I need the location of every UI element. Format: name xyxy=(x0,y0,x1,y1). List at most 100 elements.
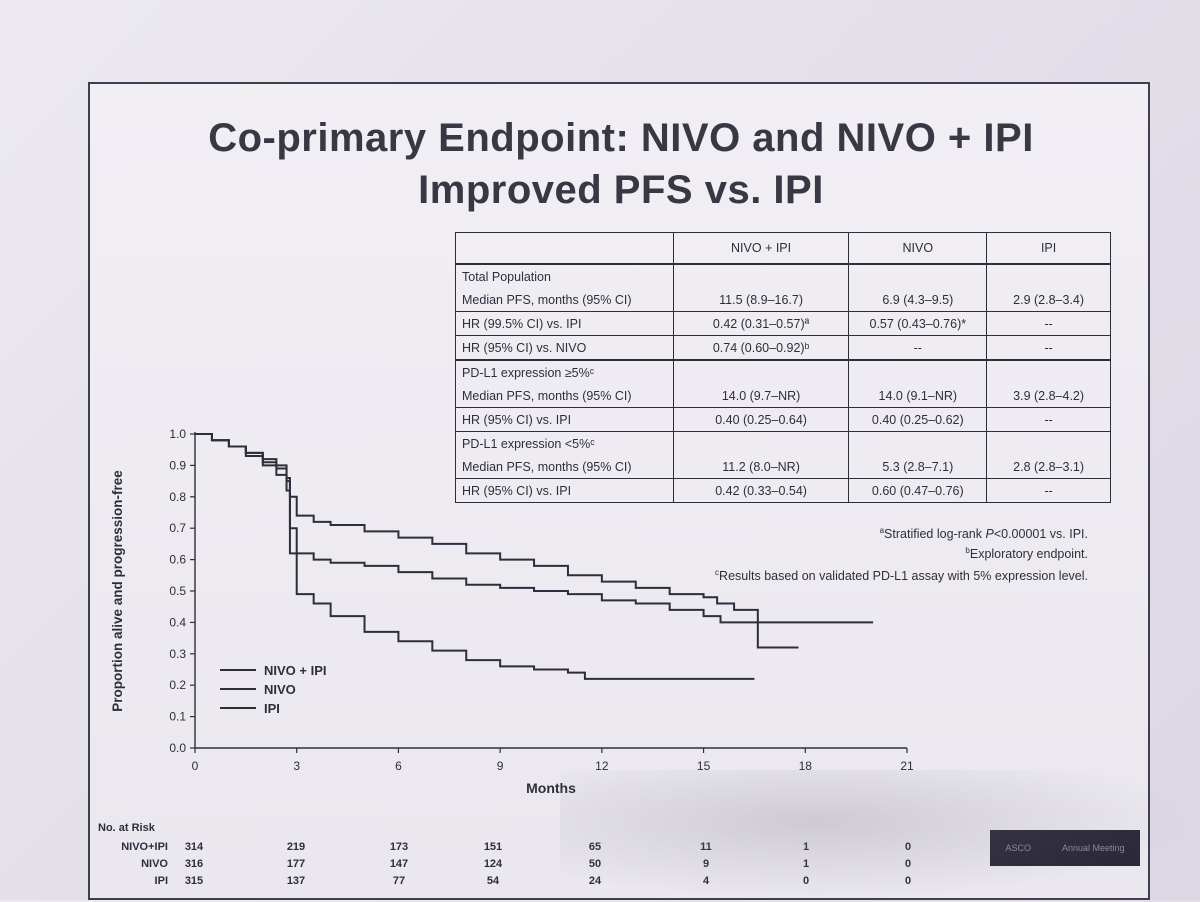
risk-value: 124 xyxy=(483,858,503,870)
row-label: PD-L1 expression <5%ᶜ xyxy=(455,431,674,455)
cell xyxy=(672,359,850,384)
title-line-1: Co-primary Endpoint: NIVO and NIVO + IPI xyxy=(208,116,1034,160)
risk-value: 4 xyxy=(702,875,710,887)
y-tick-label: 0.2 xyxy=(169,678,186,692)
risk-value: 147 xyxy=(389,858,409,870)
x-axis-label: Months xyxy=(526,780,576,796)
y-tick-label: 1.0 xyxy=(169,427,186,441)
row-label: HR (95% CI) vs. NIVO xyxy=(455,335,674,361)
risk-value: 177 xyxy=(286,858,306,870)
risk-value: 316 xyxy=(184,858,204,870)
risk-value: 0 xyxy=(904,841,912,853)
y-tick-label: 0.8 xyxy=(169,490,186,504)
cell xyxy=(848,359,988,384)
legend-label: IPI xyxy=(264,701,280,716)
risk-value: 315 xyxy=(184,875,204,887)
cell: 0.40 (0.25–0.64) xyxy=(672,407,850,432)
km-chart: 0.0 0.1 0.2 0.3 0.4 0.5 0.6 0.7 0.8 0.9 1.0 0 3 6 9 12 1… xyxy=(110,427,914,796)
table-row: HR (95% CI) vs. IPI 0.40 (0.25–0.64) 0.4… xyxy=(455,407,1111,432)
cell xyxy=(986,359,1111,384)
risk-value: 65 xyxy=(588,841,602,853)
row-label: Total Population xyxy=(455,263,674,288)
x-tick-label: 12 xyxy=(595,759,609,773)
table-row: HR (95% CI) vs. NIVO 0.74 (0.60–0.92)ᵇ -… xyxy=(455,335,1111,361)
cell: -- xyxy=(986,311,1111,336)
cell: 6.9 (4.3–9.5) xyxy=(848,288,988,312)
footnote-b: bExploratory endpoint. xyxy=(965,546,1088,562)
cell: 0.40 (0.25–0.62) xyxy=(848,407,988,432)
x-tick-label: 9 xyxy=(497,759,504,773)
table-row: PD-L1 expression ≥5%ᶜ xyxy=(455,359,1111,384)
risk-value: 151 xyxy=(483,841,503,853)
y-tick-label: 0.5 xyxy=(169,584,186,598)
risk-value: 137 xyxy=(286,875,306,887)
km-curve-ipi xyxy=(195,433,755,680)
row-label: PD-L1 expression ≥5%ᶜ xyxy=(455,359,674,384)
risk-value: 11 xyxy=(700,841,712,853)
title-line-2: Improved PFS vs. IPI xyxy=(418,168,824,212)
risk-row-label: IPI xyxy=(154,875,168,887)
table-row: PD-L1 expression <5%ᶜ xyxy=(455,431,1111,455)
meeting-logo: ASCO Annual Meeting xyxy=(990,830,1140,866)
slide: Co-primary Endpoint: NIVO and NIVO + IPI… xyxy=(88,82,1150,900)
risk-value: 173 xyxy=(389,841,409,853)
risk-header: No. at Risk xyxy=(98,822,155,834)
risk-value: 54 xyxy=(486,875,500,887)
cell: 0.42 (0.33–0.54) xyxy=(672,478,850,503)
logo-text: ASCO xyxy=(1005,843,1031,853)
legend-label: NIVO xyxy=(264,682,296,697)
cell: 0.60 (0.47–0.76) xyxy=(848,478,988,503)
cell: 0.57 (0.43–0.76)* xyxy=(848,311,988,336)
logo-subtext: Annual Meeting xyxy=(1061,843,1125,853)
x-tick-label: 6 xyxy=(395,759,402,773)
cell: 0.42 (0.31–0.57)ª xyxy=(672,311,850,336)
y-tick-label: 0.1 xyxy=(169,710,186,724)
risk-value: 0 xyxy=(802,875,810,887)
risk-value: 1 xyxy=(802,858,810,870)
risk-value: 314 xyxy=(184,841,204,853)
cell xyxy=(986,263,1111,288)
y-tick-label: 0.9 xyxy=(169,458,186,472)
legend-label: NIVO + IPI xyxy=(264,663,327,678)
y-tick-label: 0.4 xyxy=(169,615,186,629)
row-label: HR (99.5% CI) vs. IPI xyxy=(455,311,674,336)
header-nivo: NIVO xyxy=(848,232,988,265)
x-tick-label: 0 xyxy=(192,759,199,773)
cell: -- xyxy=(986,407,1111,432)
row-label: Median PFS, months (95% CI) xyxy=(455,384,674,408)
pfs-table: NIVO + IPI NIVO IPI Total Population Med… xyxy=(455,232,1111,503)
risk-value: 9 xyxy=(702,858,710,870)
header-cell xyxy=(455,232,674,265)
risk-value: 0 xyxy=(904,858,912,870)
table-row: Median PFS, months (95% CI) 11.5 (8.9–16… xyxy=(455,288,1111,312)
x-tick-label: 3 xyxy=(293,759,300,773)
risk-value: 24 xyxy=(588,875,602,887)
footnote-a: aStratified log-rank P<0.00001 vs. IPI. xyxy=(879,526,1088,542)
y-axis-label: Proportion alive and progression-free xyxy=(110,470,125,712)
cell: -- xyxy=(986,478,1111,503)
risk-value: 219 xyxy=(286,841,306,853)
cell: -- xyxy=(848,335,988,361)
x-tick-label: 18 xyxy=(799,759,813,773)
cell: -- xyxy=(986,335,1111,361)
x-tick-label: 15 xyxy=(697,759,711,773)
cell xyxy=(672,263,850,288)
table-row: HR (99.5% CI) vs. IPI 0.42 (0.31–0.57)ª … xyxy=(455,311,1111,336)
y-tick-label: 0.7 xyxy=(169,521,186,535)
risk-value: 1 xyxy=(802,841,810,853)
risk-value: 0 xyxy=(904,875,912,887)
y-tick-label: 0.3 xyxy=(169,647,186,661)
cell: 0.74 (0.60–0.92)ᵇ xyxy=(672,335,850,361)
row-label: HR (95% CI) vs. IPI xyxy=(455,478,674,503)
cell: 14.0 (9.1–NR) xyxy=(848,384,988,408)
y-tick-label: 0.0 xyxy=(169,741,186,755)
risk-row-label: NIVO+IPI xyxy=(121,841,168,853)
cell xyxy=(986,431,1111,455)
cell xyxy=(848,263,988,288)
km-curve-nivo-ipi xyxy=(195,433,799,649)
footnote-c: cResults based on validated PD-L1 assay … xyxy=(715,568,1088,584)
y-tick-label: 0.6 xyxy=(169,553,186,567)
table-row: Total Population xyxy=(455,263,1111,288)
x-tick-label: 21 xyxy=(900,759,914,773)
table-row: HR (95% CI) vs. IPI 0.42 (0.33–0.54) 0.6… xyxy=(455,478,1111,503)
